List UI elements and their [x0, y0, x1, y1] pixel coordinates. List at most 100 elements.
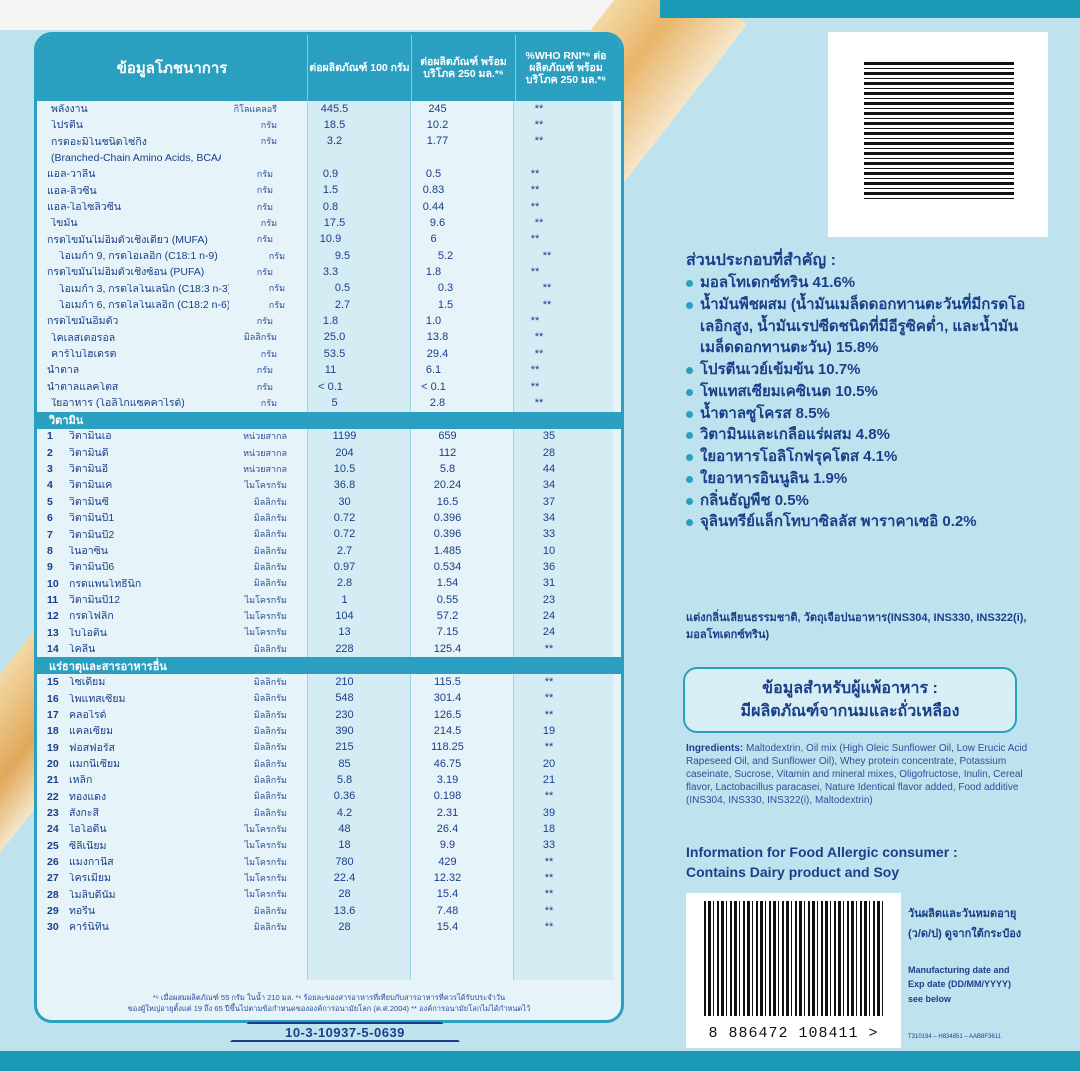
nutrient-unit: มิลลิกรัม: [253, 643, 287, 654]
date-th-line-2: (ว/ด/ป) ดูจากใต้กระป๋อง: [908, 927, 1022, 940]
nutrient-number: 17: [47, 708, 59, 721]
nutrient-name: แอล-ลิวซีน: [47, 185, 97, 197]
value-per-serving: 0.198: [433, 790, 462, 803]
nutrient-row: 11 วิตามินบี12 ไมโครกรัม 1 0.55 23: [37, 592, 621, 608]
ingredient-item: น้ำตาลซูโครส 8.5%: [686, 403, 1026, 425]
nutrient-row: กรดไขมันไม่อิ่มตัวเชิงซ้อน (PUFA) กรัม 3.3…: [37, 264, 621, 280]
nutrient-row: น้ำตาลแลคโตส กรัม < 0.1 < 0.1 **: [37, 379, 621, 395]
nutrient-name: วิตามินซี: [69, 496, 109, 508]
ingredient-item: วิตามินและเกลือแร่ผสม 4.8%: [686, 424, 1026, 446]
nutrient-name: โอเมก้า 3, กรดไลโนเลนิก (C18:3 n-3): [59, 283, 229, 295]
value-per-serving: 0.396: [433, 511, 462, 524]
nutrient-row: 19 ฟอสฟอรัส มิลลิกรัม 215 118.25 **: [37, 740, 621, 756]
nutrient-unit: กรัม: [260, 218, 277, 229]
nutrient-row: 23 สังกะสี มิลลิกรัม 4.2 2.31 39: [37, 805, 621, 821]
nutrient-row: คาร์โบไฮเดรต กรัม 53.5 29.4 **: [37, 346, 621, 362]
value-per-100g: 0.8: [322, 200, 339, 213]
nutrient-number: 26: [47, 856, 59, 869]
nutrient-row: 17 คลอไรด์ มิลลิกรัม 230 126.5 **: [37, 707, 621, 723]
value-who-rni: **: [530, 184, 540, 197]
value-per-serving: 1.485: [433, 544, 462, 557]
nutrient-row: 24 ไอโอดีน ไมโครกรัม 48 26.4 18: [37, 821, 621, 837]
barcode-top-box: [828, 32, 1048, 237]
nutrient-unit: กรัม: [260, 397, 277, 408]
value-per-serving: 13.8: [426, 331, 449, 344]
nutrient-name: แมงกานีส: [69, 857, 114, 868]
nutrient-unit: มิลลิกรัม: [253, 496, 287, 507]
nutrient-unit: กรัม: [256, 365, 273, 376]
nutrient-row: 13 ไบโอติน ไมโครกรัม 13 7.15 24: [37, 625, 621, 641]
nutrient-name: ไขมัน: [51, 218, 78, 229]
nutrient-unit: กรัม: [268, 283, 285, 294]
value-per-serving: 9.9: [439, 839, 456, 852]
value-who-rni: **: [534, 331, 544, 344]
nutrient-row: 6 วิตามินบี1 มิลลิกรัม 0.72 0.396 34: [37, 510, 621, 526]
value-per-100g: 1199: [332, 430, 357, 443]
nutrient-number: 5: [47, 495, 53, 508]
value-per-serving: 46.75: [433, 757, 462, 770]
nutrient-name: แอล-วาลีน: [47, 169, 96, 180]
nutrient-unit: ไมโครกรัม: [244, 873, 287, 884]
nutrition-header: ข้อมูลโภชนาการ ต่อผลิตภัณฑ์ 100 กรัม ต่อ…: [37, 35, 621, 101]
value-per-serving: 3.19: [436, 774, 459, 787]
value-per-100g: 1.5: [322, 184, 339, 197]
value-who-rni: **: [544, 692, 554, 705]
nutrient-name: ไบโอติน: [69, 627, 107, 639]
nutrient-number: 21: [47, 774, 59, 787]
nutrient-unit: มิลลิกรัม: [253, 529, 287, 540]
nutrient-name: วิตามินบี6: [69, 562, 115, 573]
value-who-rni: **: [534, 217, 544, 230]
nutrient-number: 12: [47, 610, 59, 623]
nutrient-row: 29 ทอรีน มิลลิกรัม 13.6 7.48 **: [37, 903, 621, 919]
nutrient-number: 22: [47, 790, 59, 803]
nutrient-name: คลอไรด์: [69, 709, 107, 721]
value-per-serving: 0.55: [436, 593, 459, 606]
value-per-100g: 3.3: [322, 266, 339, 279]
nutrient-unit: กิโลแคลอรี: [233, 103, 277, 114]
nutrient-unit: กรัม: [256, 169, 273, 180]
date-en-line-3: see below: [908, 993, 952, 1004]
value-per-100g: 10.9: [319, 233, 342, 246]
nutrient-unit: ไมโครกรัม: [244, 824, 287, 835]
nutrient-unit: ไมโครกรัม: [244, 610, 287, 621]
value-per-serving: 20.24: [433, 479, 462, 492]
value-per-100g: 17.5: [323, 217, 346, 230]
nutrient-row: กรดไขมันอิ่มตัว กรัม 1.8 1.0 **: [37, 313, 621, 329]
value-per-100g: 0.5: [334, 282, 351, 295]
value-who-rni: **: [534, 396, 544, 409]
value-per-serving: 15.4: [436, 888, 459, 901]
nutrient-row: 9 วิตามินบี6 มิลลิกรัม 0.97 0.534 36: [37, 559, 621, 575]
value-per-100g: 104: [335, 609, 354, 622]
nutrient-unit: มิลลิกรัม: [253, 905, 287, 916]
column-shade: [513, 101, 613, 980]
ingredient-item: น้ำมันพืชผสม (น้ำมันเมล็ดดอกทานตะวันที่ม…: [686, 294, 1026, 359]
value-per-100g: 2.7: [336, 544, 353, 557]
value-per-serving: 29.4: [426, 347, 449, 360]
value-who-rni: 20: [542, 757, 556, 770]
value-who-rni: **: [534, 119, 544, 132]
value-who-rni: 34: [542, 511, 556, 524]
nutrient-number: 24: [47, 823, 59, 836]
nutrient-unit: มิลลิกรัม: [253, 726, 287, 737]
value-who-rni: **: [544, 708, 554, 721]
value-per-100g: 85: [338, 757, 351, 770]
nutrient-name: วิตามินดี: [69, 447, 109, 459]
value-who-rni: **: [542, 298, 552, 311]
value-who-rni: **: [530, 364, 540, 377]
value-per-100g: 0.72: [333, 528, 356, 541]
value-per-100g: 445.5: [320, 102, 349, 115]
nutrient-name: กรดแพนโทธีนิก: [69, 578, 142, 590]
nutrient-unit: กรัม: [256, 381, 273, 392]
value-who-rni: 36: [542, 560, 556, 573]
value-per-100g: 18: [338, 839, 351, 852]
decorative-teal-band: [660, 0, 1080, 18]
nutrient-name: กรดไขมันไม่อิ่มตัวเชิงซ้อน (PUFA): [47, 267, 205, 278]
nutrient-name: คาร์โบไฮเดรต: [51, 349, 117, 360]
value-per-serving: 16.5: [436, 495, 459, 508]
value-per-serving: < 0.1: [421, 380, 446, 393]
ingredients-en-text: Maltodextrin, Oil mix (High Oleic Sunflo…: [686, 743, 1028, 806]
value-who-rni: **: [530, 266, 540, 279]
value-who-rni: **: [530, 380, 540, 393]
nutrient-unit: ไมโครกรัม: [244, 840, 287, 851]
nutrient-row: 25 ซีลีเนียม ไมโครกรัม 18 9.9 33: [37, 838, 621, 854]
